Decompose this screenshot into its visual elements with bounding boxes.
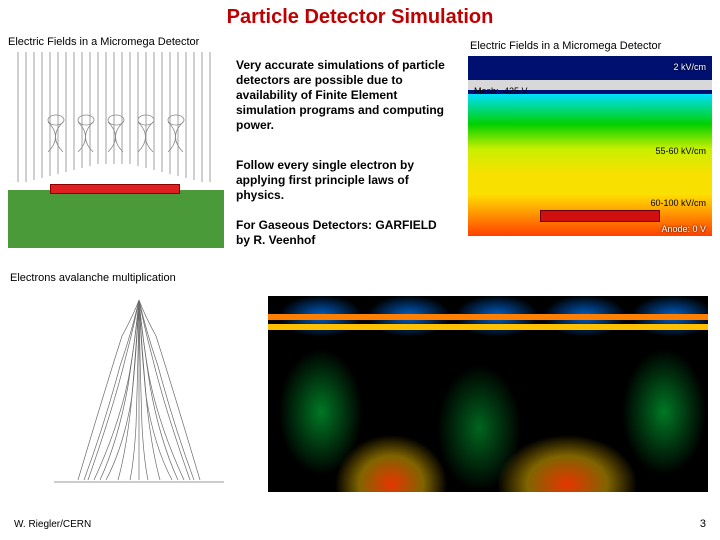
anode-bar [540, 210, 660, 222]
page-number: 3 [700, 518, 706, 530]
paragraph-2: Follow every single electron by applying… [236, 158, 446, 203]
figure-field-map: 2 kV/cm Mesh: -425 V 55-60 kV/cm 60-100 … [468, 56, 712, 236]
label-top-field: 2 kV/cm [673, 62, 706, 72]
avalanche-svg [44, 296, 234, 486]
figure-field-lines [8, 52, 224, 248]
paragraph-3: For Gaseous Detectors: GARFIELD by R. Ve… [236, 218, 446, 248]
figure-avalanche [44, 296, 234, 486]
page-title: Particle Detector Simulation [0, 0, 720, 29]
orange-stripe-1 [268, 314, 708, 320]
gradient-mid [468, 94, 712, 194]
ground-plane [8, 190, 224, 248]
label-low-field: 60-100 kV/cm [650, 198, 706, 208]
electrode-bar [50, 184, 180, 194]
footer-author: W. Riegler/CERN [14, 519, 91, 530]
caption-fig3: Electrons avalanche multiplication [10, 272, 176, 284]
label-anode: Anode: 0 V [661, 224, 706, 234]
label-mesh: Mesh: -425 V [474, 86, 528, 96]
particle-spray [268, 332, 708, 492]
caption-fig2: Electric Fields in a Micromega Detector [470, 40, 661, 52]
figure-electron-scatter [268, 296, 708, 492]
orange-stripe-2 [268, 324, 708, 330]
caption-fig1: Electric Fields in a Micromega Detector [8, 36, 199, 48]
paragraph-1: Very accurate simulations of particle de… [236, 58, 446, 133]
label-mid-field: 55-60 kV/cm [655, 146, 706, 156]
